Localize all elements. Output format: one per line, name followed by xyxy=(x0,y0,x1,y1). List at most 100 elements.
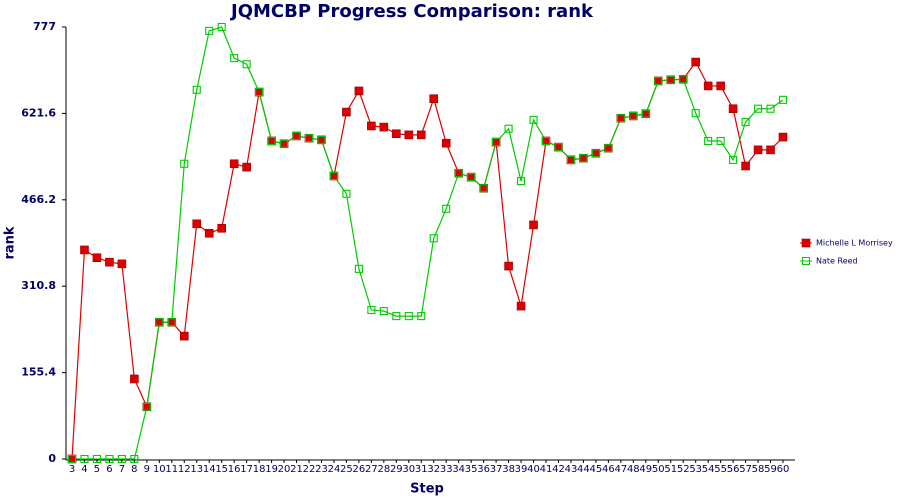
point xyxy=(67,454,77,464)
point xyxy=(404,130,414,140)
x-tick-label: 60 xyxy=(777,464,790,475)
point xyxy=(130,454,139,464)
point xyxy=(504,261,513,271)
point xyxy=(616,113,626,123)
x-tick-label: 44 xyxy=(577,464,590,475)
point xyxy=(541,136,551,146)
point xyxy=(354,86,364,96)
point xyxy=(629,111,638,121)
point xyxy=(454,169,463,178)
point xyxy=(367,121,376,131)
point xyxy=(454,168,463,178)
point xyxy=(704,136,713,146)
x-tick-label: 17 xyxy=(240,464,253,475)
x-tick-label: 50 xyxy=(652,464,665,475)
point xyxy=(529,220,538,230)
point xyxy=(229,159,239,169)
point xyxy=(92,454,101,464)
point xyxy=(466,172,476,182)
x-tick-label: 54 xyxy=(702,464,715,475)
point xyxy=(242,162,251,172)
point xyxy=(666,75,676,85)
point xyxy=(691,57,700,67)
x-tick-label: 57 xyxy=(739,464,752,475)
point xyxy=(516,301,526,311)
x-tick-label: 18 xyxy=(253,464,266,475)
point xyxy=(679,75,688,84)
x-tick-label: 42 xyxy=(552,464,565,475)
x-tick-label: 29 xyxy=(390,464,403,475)
point xyxy=(716,81,725,91)
x-tick-label: 4 xyxy=(81,464,87,475)
point xyxy=(504,124,513,133)
y-axis-label: rank xyxy=(3,226,18,259)
point xyxy=(541,136,551,146)
x-tick-label: 53 xyxy=(689,464,702,475)
point xyxy=(280,139,289,148)
point xyxy=(492,138,501,147)
point xyxy=(529,115,538,124)
x-tick-label: 10 xyxy=(153,464,166,475)
point xyxy=(579,153,588,163)
point xyxy=(180,159,189,168)
x-tick-label: 34 xyxy=(452,464,465,475)
x-tick-label: 27 xyxy=(365,464,378,475)
x-tick-label: 19 xyxy=(265,464,278,475)
point xyxy=(579,154,588,163)
point xyxy=(741,118,750,127)
series-line xyxy=(71,60,784,460)
point xyxy=(342,107,351,117)
legend-marker xyxy=(802,257,810,265)
point xyxy=(703,81,713,91)
point xyxy=(566,155,575,164)
point xyxy=(666,75,675,84)
point xyxy=(392,312,401,321)
x-tick-label: 33 xyxy=(440,464,453,475)
point xyxy=(155,318,164,327)
point xyxy=(142,402,151,411)
point xyxy=(254,87,264,97)
point xyxy=(230,54,239,63)
x-tick-label: 20 xyxy=(278,464,291,475)
point xyxy=(479,183,488,193)
point xyxy=(517,176,526,186)
y-tick-label: 155.4 xyxy=(21,366,56,379)
x-tick-label: 30 xyxy=(402,464,415,475)
point xyxy=(279,139,289,149)
x-tick-label: 38 xyxy=(502,464,515,475)
x-tick-label: 13 xyxy=(190,464,203,475)
x-tick-label: 35 xyxy=(465,464,478,475)
x-tick-label: 26 xyxy=(353,464,366,475)
point xyxy=(641,109,651,119)
x-tick-label: 40 xyxy=(527,464,540,475)
point xyxy=(429,234,438,243)
point xyxy=(204,228,214,238)
point xyxy=(329,171,339,181)
point xyxy=(292,131,301,141)
point xyxy=(741,161,750,171)
point xyxy=(766,145,775,155)
point xyxy=(80,245,89,255)
point xyxy=(155,317,164,327)
x-tick-label: 36 xyxy=(477,464,490,475)
point xyxy=(629,111,638,121)
x-tick-label: 43 xyxy=(565,464,578,475)
point xyxy=(379,122,389,132)
point xyxy=(591,148,601,158)
point xyxy=(317,135,326,145)
point xyxy=(167,317,177,327)
point xyxy=(130,374,139,384)
point xyxy=(554,143,563,152)
point xyxy=(729,155,738,164)
x-tick-label: 22 xyxy=(303,464,316,475)
point xyxy=(142,402,152,412)
point xyxy=(192,85,201,94)
x-tick-label: 12 xyxy=(178,464,191,475)
point xyxy=(379,307,388,316)
x-tick-label: 48 xyxy=(627,464,640,475)
point xyxy=(566,155,576,165)
y-tick-label: 310.8 xyxy=(21,279,56,292)
point xyxy=(404,312,413,321)
point xyxy=(417,312,426,321)
point xyxy=(753,145,763,155)
